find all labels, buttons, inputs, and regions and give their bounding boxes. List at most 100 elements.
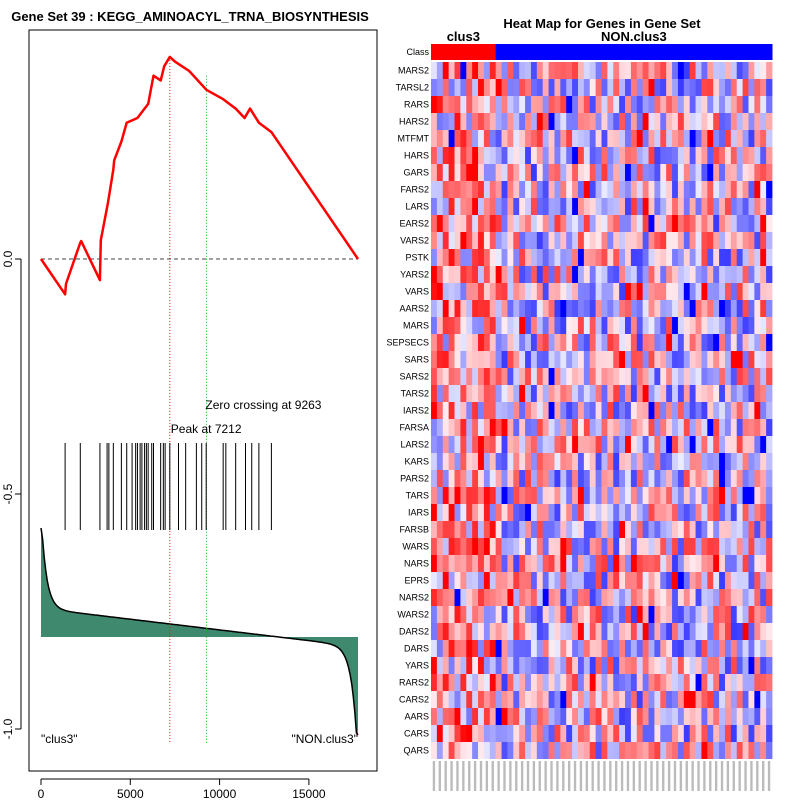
heatmap-cell xyxy=(442,385,450,402)
heatmap-cell xyxy=(701,623,708,640)
heatmap-cell xyxy=(666,419,673,436)
heatmap-cell xyxy=(431,300,438,317)
heatmap-cell xyxy=(748,725,755,742)
heatmap-cell xyxy=(560,249,567,266)
heatmap-cell xyxy=(625,215,632,232)
heatmap-cell xyxy=(554,623,561,640)
sample-label-mark xyxy=(515,761,518,791)
heatmap-cell xyxy=(495,572,502,589)
heatmap-cell xyxy=(436,742,444,759)
heatmap-cell xyxy=(689,147,696,164)
heatmap-cell xyxy=(483,623,491,640)
heatmap-cell xyxy=(507,164,514,181)
heatmap-cell xyxy=(654,164,661,181)
heatmap-cell xyxy=(489,385,497,402)
heatmap-cell xyxy=(766,147,773,164)
sample-label-mark xyxy=(756,761,759,791)
heatmap-cell xyxy=(460,453,467,470)
heatmap-cell xyxy=(689,674,696,691)
heatmap-cell xyxy=(625,419,632,436)
heatmap-cell xyxy=(589,130,597,147)
heatmap-cell xyxy=(525,453,532,470)
heatmap-cell xyxy=(695,232,702,249)
peak-label: Peak at 7212 xyxy=(171,422,242,436)
heatmap-cell xyxy=(442,215,450,232)
heatmap-cell xyxy=(672,538,679,555)
heatmap-cell xyxy=(530,198,538,215)
heatmap-cell xyxy=(478,623,485,640)
heatmap-cell xyxy=(478,555,485,572)
heatmap-cell xyxy=(460,283,467,300)
heatmap-cell xyxy=(572,521,579,538)
heatmap-cell xyxy=(519,555,526,572)
heatmap-cell xyxy=(466,181,473,198)
heatmap-cell xyxy=(766,623,773,640)
heatmap-cell xyxy=(436,147,444,164)
heatmap-cell xyxy=(495,487,502,504)
heatmap-cell xyxy=(666,317,673,334)
heatmap-cell xyxy=(542,198,549,215)
heatmap-cell xyxy=(689,657,696,674)
heatmap-cell xyxy=(636,436,644,453)
heatmap-cell xyxy=(748,96,755,113)
heatmap-cell xyxy=(589,198,597,215)
heatmap-cell xyxy=(666,402,673,419)
heatmap-cell xyxy=(695,657,702,674)
heatmap-cell xyxy=(519,130,526,147)
heatmap-cell xyxy=(454,725,461,742)
heatmap-cell xyxy=(542,62,549,79)
heatmap-cell xyxy=(701,181,708,198)
heatmap-cell xyxy=(619,147,626,164)
heatmap-cell xyxy=(572,657,579,674)
heatmap-cell xyxy=(466,79,473,96)
heatmap-cell xyxy=(654,317,661,334)
heatmap-cell xyxy=(442,249,450,266)
heatmap-cell xyxy=(442,130,450,147)
heatmap-cell xyxy=(677,249,685,266)
heatmap-cell xyxy=(766,504,773,521)
heatmap-cell xyxy=(519,453,526,470)
heatmap-cell xyxy=(689,555,696,572)
heatmap-cell xyxy=(689,589,696,606)
heatmap-cell xyxy=(766,351,773,368)
heatmap-cell xyxy=(601,113,608,130)
heatmap-cell xyxy=(519,419,526,436)
heatmap-cell xyxy=(495,283,502,300)
heatmap-cell xyxy=(748,266,755,283)
sample-label-mark xyxy=(738,761,741,791)
heatmap-cell xyxy=(483,317,491,334)
heatmap-cell xyxy=(536,606,544,623)
heatmap-cell xyxy=(689,691,696,708)
heatmap-cell xyxy=(589,147,597,164)
heatmap-cell xyxy=(542,300,549,317)
heatmap-cell xyxy=(519,402,526,419)
sample-label-mark xyxy=(585,761,588,791)
heatmap-cell xyxy=(501,521,508,538)
heatmap-cell xyxy=(666,334,673,351)
heatmap-cell xyxy=(654,198,661,215)
heatmap-cell xyxy=(478,266,485,283)
heatmap-cell xyxy=(695,470,702,487)
heatmap-cell xyxy=(589,283,597,300)
heatmap-cell xyxy=(677,487,685,504)
heatmap-cell xyxy=(754,300,761,317)
heatmap-cell xyxy=(448,232,455,249)
heatmap-cell xyxy=(548,232,555,249)
heatmap-cell xyxy=(742,657,749,674)
heatmap-cell xyxy=(689,385,696,402)
heatmap-cell xyxy=(554,351,561,368)
heatmap-cell xyxy=(472,334,479,351)
heatmap-cell xyxy=(466,640,473,657)
heatmap-cell xyxy=(513,657,520,674)
heatmap-cell xyxy=(707,555,714,572)
heatmap-cell xyxy=(436,317,444,334)
heatmap-cell xyxy=(513,555,520,572)
heatmap-cell xyxy=(613,385,620,402)
heatmap-cell xyxy=(513,674,520,691)
heatmap-cell xyxy=(577,351,585,368)
heatmap-cell xyxy=(677,725,685,742)
heatmap-cell xyxy=(595,436,602,453)
heatmap-cell xyxy=(748,62,755,79)
heatmap-cell xyxy=(607,96,614,113)
heatmap-cell xyxy=(748,623,755,640)
